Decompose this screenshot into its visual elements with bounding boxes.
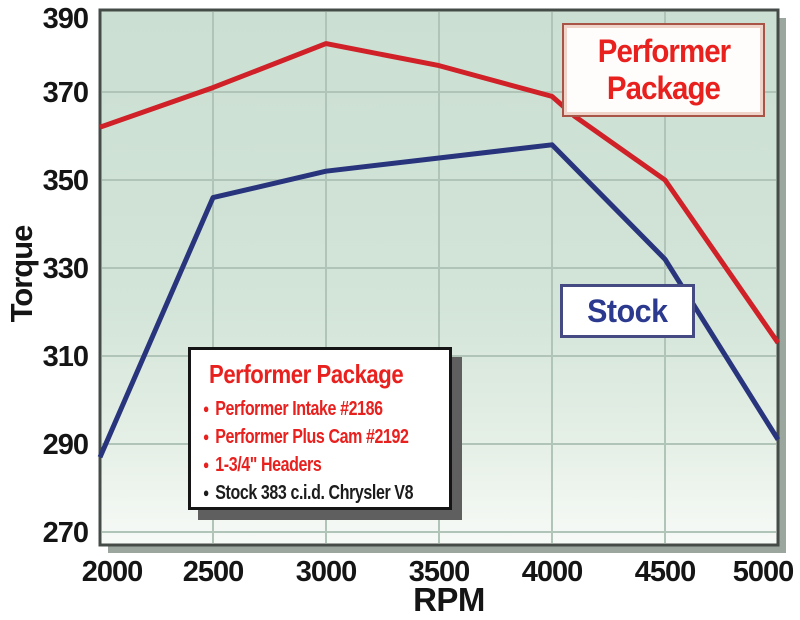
x-tick-label-4500: 4500 — [635, 556, 696, 588]
y-axis-title: Torque — [4, 225, 39, 323]
x-axis-title: RPM — [413, 581, 485, 618]
y-tick-label-390: 390 — [43, 3, 88, 35]
y-tick-label-270: 270 — [43, 517, 88, 549]
y-tick-label-290: 290 — [43, 429, 88, 461]
y-tick-label-350: 350 — [43, 165, 88, 197]
performer-package-label-line2: Package — [606, 70, 721, 106]
legend-title: Performer Package — [209, 359, 404, 389]
performer-package-curve-label: Performer Package — [562, 23, 765, 117]
bullet-icon: ● — [203, 485, 209, 500]
x-tick-label-5000: 5000 — [733, 556, 794, 588]
bullet-icon: ● — [203, 457, 209, 472]
legend-item: ● 1-3/4" Headers — [203, 451, 397, 479]
x-tick-label-3000: 3000 — [296, 556, 357, 588]
y-tick-label-310: 310 — [43, 341, 88, 373]
legend-item: ● Stock 383 c.i.d. Chrysler V8 — [203, 479, 413, 507]
x-tick-label-4000: 4000 — [522, 556, 583, 588]
stock-label-text: Stock — [587, 292, 668, 329]
legend-box: Performer Package ● Performer Intake #218… — [188, 347, 452, 510]
legend-item: ● Performer Intake #2186 — [203, 395, 397, 423]
performer-package-label-line1: Performer — [597, 33, 730, 69]
legend-item-text: 1-3/4" Headers — [215, 454, 322, 476]
y-tick-label-330: 330 — [43, 253, 88, 285]
legend-list: ● Performer Intake #2186 ● Performer Plus … — [203, 395, 445, 507]
legend-item-text: Performer Intake #2186 — [215, 398, 383, 420]
x-tick-label-2500: 2500 — [183, 556, 244, 588]
x-tick-label-2000: 2000 — [82, 556, 143, 588]
bullet-icon: ● — [203, 401, 209, 416]
series-line-stock — [97, 142, 781, 459]
legend-item-text: Performer Plus Cam #2192 — [215, 426, 409, 448]
legend-item: ● Performer Plus Cam #2192 — [203, 423, 409, 451]
stock-curve-label: Stock — [560, 284, 695, 338]
bullet-icon: ● — [203, 429, 209, 444]
y-tick-label-370: 370 — [43, 77, 88, 109]
legend-item-text: Stock 383 c.i.d. Chrysler V8 — [215, 482, 414, 504]
x-tick-label-3500: 3500 — [409, 556, 470, 588]
series-line-performer-package — [99, 41, 781, 345]
